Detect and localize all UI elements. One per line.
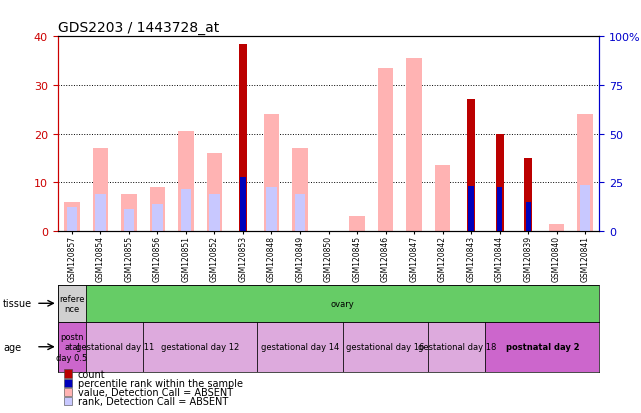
Bar [58, 322, 86, 372]
Bar [406, 59, 422, 231]
Bar [292, 149, 308, 231]
Bar [143, 322, 257, 372]
Bar [435, 166, 451, 231]
Bar [578, 115, 593, 231]
Text: count: count [78, 369, 105, 379]
Bar [349, 217, 365, 231]
Bar [524, 159, 532, 231]
Text: postn
atal
day 0.5: postn atal day 0.5 [56, 332, 88, 362]
Text: gestational day 12: gestational day 12 [161, 342, 239, 351]
Text: postnatal day 2: postnatal day 2 [506, 342, 579, 351]
Bar [378, 69, 394, 231]
Text: gestational day 14: gestational day 14 [261, 342, 339, 351]
Text: GDS2203 / 1443728_at: GDS2203 / 1443728_at [58, 21, 219, 35]
Bar [209, 195, 220, 231]
Bar [178, 132, 194, 231]
Bar [95, 195, 106, 231]
Bar [428, 322, 485, 372]
Text: tissue: tissue [3, 299, 32, 309]
Bar [149, 188, 165, 231]
Bar [152, 204, 163, 231]
Text: refere
nce: refere nce [59, 294, 85, 313]
Bar [485, 322, 599, 372]
Bar [263, 115, 279, 231]
Bar [469, 187, 474, 231]
Text: age: age [3, 342, 21, 352]
Bar [549, 224, 565, 231]
Bar [497, 188, 502, 231]
Bar [206, 154, 222, 231]
Bar [67, 207, 78, 231]
Bar [92, 149, 108, 231]
Bar [64, 202, 79, 231]
Text: ovary: ovary [331, 299, 354, 308]
Bar [257, 322, 343, 372]
Bar [467, 100, 475, 231]
Bar [343, 322, 428, 372]
Text: rank, Detection Call = ABSENT: rank, Detection Call = ABSENT [78, 396, 228, 406]
Bar [86, 322, 143, 372]
Bar [526, 202, 531, 231]
Bar [295, 195, 305, 231]
Bar [495, 134, 504, 231]
Bar [240, 178, 246, 231]
Bar [239, 45, 247, 231]
Bar [579, 185, 590, 231]
Text: value, Detection Call = ABSENT: value, Detection Call = ABSENT [78, 387, 233, 397]
Bar [181, 190, 192, 231]
Bar [121, 195, 137, 231]
Text: percentile rank within the sample: percentile rank within the sample [78, 378, 242, 388]
Text: gestational day 16: gestational day 16 [346, 342, 425, 351]
Bar [124, 209, 135, 231]
Text: gestational day 18: gestational day 18 [417, 342, 496, 351]
Bar [58, 285, 86, 322]
Text: gestational day 11: gestational day 11 [76, 342, 154, 351]
Bar [266, 188, 277, 231]
